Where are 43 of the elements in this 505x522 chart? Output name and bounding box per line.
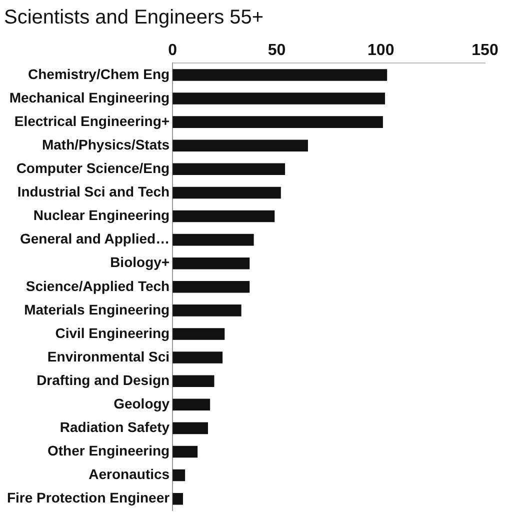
y-tick-label: Fire Protection Engineer: [6, 490, 170, 506]
bar: [172, 352, 223, 364]
y-tick-label: Science/Applied Tech: [26, 278, 170, 294]
bar: [172, 92, 386, 104]
bar: [172, 257, 250, 270]
bar: [172, 163, 286, 176]
bar: [172, 328, 225, 340]
y-tick-label: Civil Engineering: [55, 324, 170, 341]
bar: [172, 281, 250, 293]
bar: [172, 234, 254, 246]
y-tick-label: Computer Science/Eng: [16, 160, 170, 176]
bar: [172, 398, 210, 411]
y-tick-label: Other Engineering: [47, 442, 170, 459]
y-tick-label: General and Applied…: [20, 230, 170, 247]
y-tick-label: Geology: [114, 395, 170, 412]
bar: [172, 492, 183, 505]
y-tick-label: Electrical Engineering+: [14, 112, 170, 129]
bar: [172, 140, 308, 152]
x-tick-label: 50: [268, 42, 286, 60]
bar: [172, 210, 275, 222]
bar: [172, 469, 186, 482]
bar: [172, 116, 383, 128]
y-tick-label: Materials Engineering: [24, 301, 170, 318]
y-tick-label: Nuclear Engineering: [33, 207, 170, 224]
bar: [172, 375, 214, 387]
bar: [172, 186, 281, 199]
y-tick-label: Radiation Safety: [60, 419, 170, 436]
y-tick-label: Drafting and Design: [36, 372, 170, 388]
bar: [172, 446, 198, 458]
bar: [172, 69, 388, 81]
y-tick-label: Environmental Sci: [47, 348, 170, 364]
y-tick-label: Biology+: [110, 254, 170, 270]
y-tick-label: Math/Physics/Stats: [42, 136, 170, 152]
y-tick-label: Aeronautics: [88, 466, 170, 482]
bar: [172, 304, 242, 316]
x-tick-label: 150: [472, 42, 498, 60]
y-tick-label: Chemistry/Chem Eng: [28, 66, 170, 82]
chart-title: Scientists and Engineers 55+: [4, 6, 264, 29]
x-tick-label: 0: [168, 42, 178, 60]
x-tick-label: 100: [368, 42, 394, 60]
bar: [172, 422, 208, 434]
y-tick-label: Industrial Sci and Tech: [17, 184, 170, 200]
y-tick-label: Mechanical Engineering: [9, 89, 170, 106]
